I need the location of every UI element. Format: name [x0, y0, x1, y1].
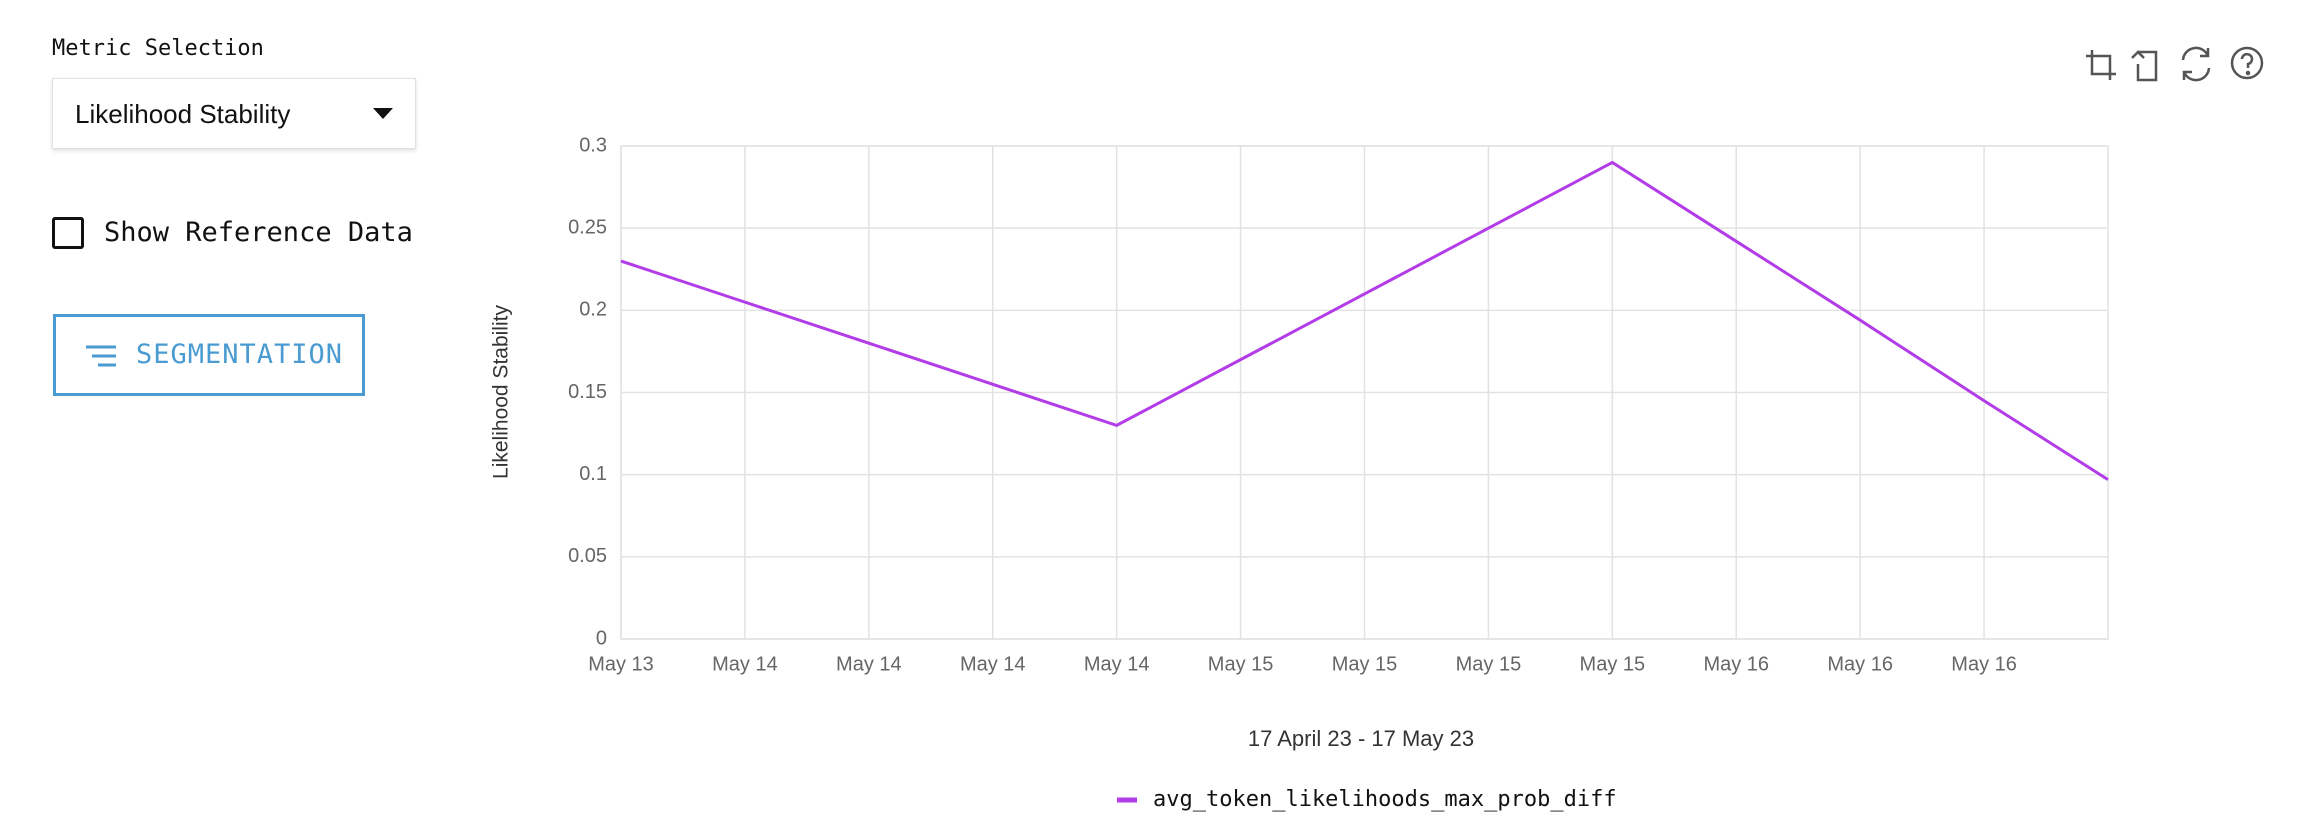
y-tick-label: 0.05	[568, 545, 607, 567]
checkbox-label: Show Reference Data	[104, 217, 413, 248]
x-tick-label: May 14	[1084, 653, 1150, 675]
metric-dropdown[interactable]: Likelihood Stability	[52, 78, 416, 149]
x-tick-label: May 14	[836, 653, 902, 675]
crop-icon[interactable]	[2086, 50, 2116, 80]
x-tick-label: May 13	[588, 653, 654, 675]
line	[620, 160, 2109, 481]
button-label: SEGMENTATION	[136, 339, 344, 370]
x-tick-label: May 15	[1332, 653, 1398, 675]
x-tick-label: May 15	[1580, 653, 1646, 675]
y-tick-label: 0.1	[579, 463, 607, 485]
metric-label: Metric Selection	[52, 36, 264, 61]
y-tick-label: 0.15	[568, 381, 607, 403]
toolbar	[2086, 46, 2264, 82]
checkbox[interactable]	[52, 217, 84, 249]
x-tick-label: May 16	[1703, 653, 1769, 675]
filter-icon	[86, 345, 116, 367]
x-tick-label: May 16	[1951, 653, 2017, 675]
undo-crop-icon[interactable]	[2131, 50, 2158, 82]
x-axis-title: 17 April 23 - 17 May 23	[1248, 726, 1474, 751]
y-tick-label: 0.25	[568, 216, 607, 238]
x-tick-label: May 14	[712, 653, 778, 675]
legend-label: avg_token_likelihoods_max_prob_diff	[1153, 787, 1617, 812]
y-axis-title: Likelihood Stability	[490, 305, 513, 479]
y-tick-label: 0.3	[579, 134, 607, 156]
y-tick-label: 0	[596, 627, 607, 649]
x-tick-label: May 16	[1827, 653, 1893, 675]
help-icon[interactable]	[2230, 46, 2264, 80]
dropdown-value: Likelihood Stability	[75, 99, 291, 129]
segmentation-button[interactable]: SEGMENTATION	[53, 314, 365, 396]
x-tick-label: May 15	[1456, 653, 1522, 675]
x-tick-label: May 15	[1208, 653, 1274, 675]
dropdown-arrow	[373, 108, 393, 119]
refresh-icon[interactable]	[2181, 46, 2211, 82]
y-tick-label: 0.2	[579, 299, 607, 321]
x-tick-label: May 14	[960, 653, 1026, 675]
